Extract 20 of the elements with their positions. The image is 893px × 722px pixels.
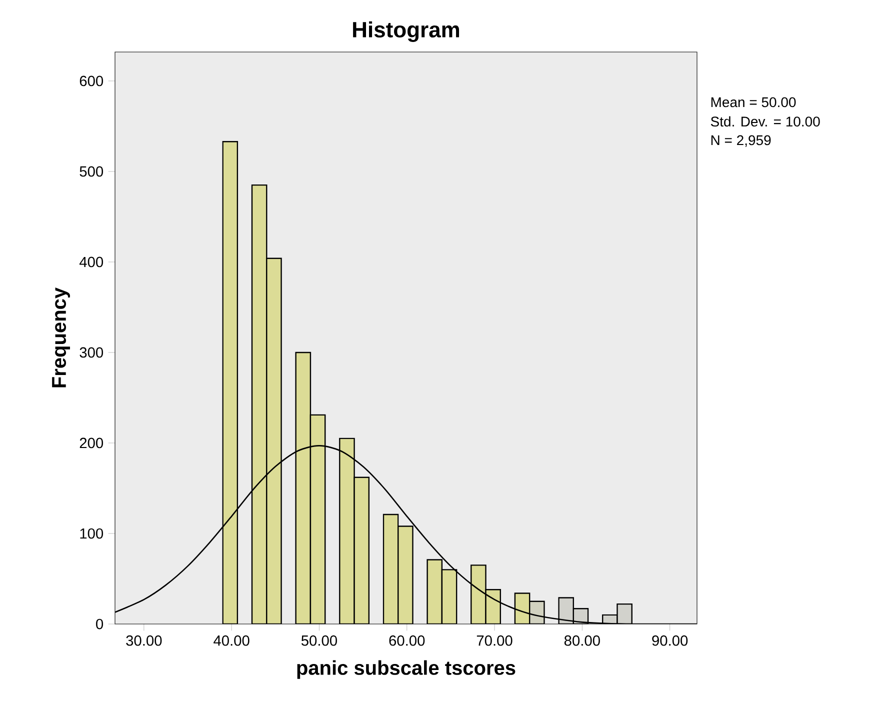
- x-tick-label: 70.00: [476, 635, 512, 646]
- y-tick-label: 100: [80, 528, 104, 539]
- text: Std. Dev. = 10.00: [710, 116, 820, 127]
- y-tick-label: 400: [79, 256, 104, 268]
- y-tick-label: 300: [80, 347, 104, 358]
- y-tick-label: 200: [80, 438, 104, 448]
- x-tick-label: 60.00: [389, 635, 425, 646]
- text: Mean = 50.00: [711, 97, 796, 108]
- x-tick-label: 50.00: [301, 635, 337, 646]
- x-tick-label: 80.00: [564, 635, 600, 646]
- x-tick-label: 30.00: [126, 635, 162, 646]
- y-tick-label: 0: [96, 618, 104, 630]
- x-tick-label: 90.00: [652, 635, 688, 646]
- y-tick-label: 500: [80, 166, 104, 177]
- chart-title: Histogram: [353, 21, 460, 42]
- y-tick-label: 600: [80, 76, 104, 86]
- x-axis-title: panic subscale tscores: [297, 660, 516, 679]
- x-tick-label: 40.00: [214, 635, 250, 646]
- y-axis-title: Frequency: [52, 288, 70, 388]
- text: N = 2,959: [711, 135, 771, 147]
